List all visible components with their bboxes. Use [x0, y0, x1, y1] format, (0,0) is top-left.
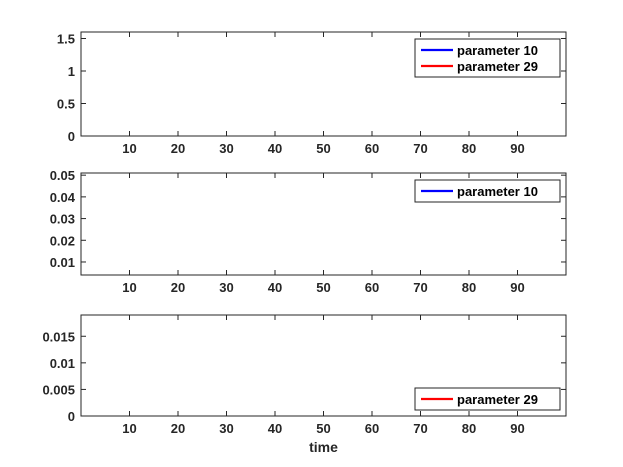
legend: parameter 29: [414, 387, 561, 411]
legend-label: parameter 29: [457, 392, 538, 407]
subplot-2: 10 20 30 40 50 60 70 80 90 0.01 0.02 0.03 0.04 0.05 pa…: [50, 168, 567, 295]
x-tick-label: 70: [413, 280, 427, 295]
legend-label: parameter 10: [457, 184, 538, 199]
x-tick-label: 60: [365, 280, 379, 295]
x-tick-label: 50: [316, 141, 330, 156]
x-tick-label: 20: [171, 280, 185, 295]
y-tick-label: 0.015: [42, 329, 75, 344]
x-tick-label: 20: [171, 421, 185, 436]
x-tick-label: 40: [268, 421, 282, 436]
y-tick-label: 1: [68, 64, 75, 79]
y-tick-label: 0: [68, 129, 75, 144]
y-tick-label: 1.5: [57, 32, 75, 47]
legend-box: [414, 179, 561, 203]
y-tick-label: 0.03: [50, 212, 75, 227]
x-tick-label: 60: [365, 141, 379, 156]
subplot-1: 10 20 30 40 50 60 70 80 90 0 0.5 1 1.5 parameter 10pa…: [57, 31, 567, 156]
y-tick-label: 0.04: [50, 190, 76, 205]
y-tick-label: 0: [68, 409, 75, 424]
y-tick-label: 0.5: [57, 97, 75, 112]
y-tick-label: 0.01: [50, 255, 75, 270]
x-tick-label: 10: [122, 280, 136, 295]
x-tick-label: 10: [122, 421, 136, 436]
x-tick-label: 80: [462, 280, 476, 295]
legend-label: parameter 10: [457, 43, 538, 58]
x-tick-label: 90: [510, 141, 524, 156]
x-tick-label: 30: [219, 421, 233, 436]
legend-box: [414, 38, 561, 78]
y-tick-label: 0.02: [50, 233, 75, 248]
y-tick-label: 0.05: [50, 168, 75, 183]
subplot-3: 10 20 30 40 50 60 70 80 90 0 0.005 0.01 0.015 paramet…: [42, 314, 567, 455]
x-tick-label: 50: [316, 421, 330, 436]
x-tick-label: 70: [413, 421, 427, 436]
y-tick-label: 0.01: [50, 356, 75, 371]
y-tick-label: 0.005: [42, 382, 75, 397]
x-tick-label: 10: [122, 141, 136, 156]
legend-label: parameter 29: [457, 59, 538, 74]
legend: parameter 10: [414, 179, 561, 203]
x-tick-label: 30: [219, 141, 233, 156]
x-tick-label: 90: [510, 421, 524, 436]
legend-box: [414, 387, 561, 411]
x-tick-label: 90: [510, 280, 524, 295]
x-tick-label: 40: [268, 280, 282, 295]
x-axis-label: time: [309, 439, 338, 455]
x-tick-label: 40: [268, 141, 282, 156]
x-tick-label: 30: [219, 280, 233, 295]
x-tick-label: 80: [462, 141, 476, 156]
x-tick-label: 60: [365, 421, 379, 436]
x-tick-label: 80: [462, 421, 476, 436]
x-tick-label: 20: [171, 141, 185, 156]
x-tick-label: 50: [316, 280, 330, 295]
x-tick-label: 70: [413, 141, 427, 156]
